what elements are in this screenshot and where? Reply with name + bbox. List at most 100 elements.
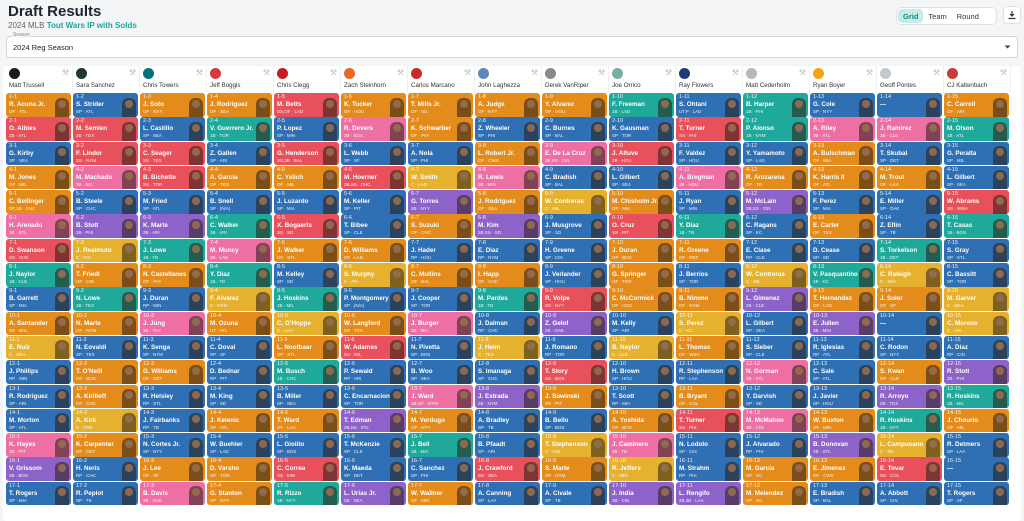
pick-card[interactable]: 12-14 S. Kwan OF · CLE <box>877 360 942 384</box>
pick-card[interactable]: 10-4 M. Ozuna UT · ATL <box>207 311 272 336</box>
pick-card[interactable]: 2-8 Z. Wheeler SP · PHI <box>475 117 540 141</box>
pick-card[interactable]: 11-2 N. Eovaldi SP · TEX <box>73 335 138 360</box>
pick-card[interactable]: 12-5 M. Busch 1B · CHC <box>274 360 339 384</box>
pick-card[interactable]: 8-1 J. Naylor 1B · CLE <box>6 263 71 287</box>
pick-card[interactable]: 14-6 T. Edman 2B,SS · STL <box>341 408 406 433</box>
pick-card[interactable]: 7-11 R. Greene OF · DET <box>676 238 741 263</box>
pick-card[interactable]: 9-11 B. Nimmo OF · NYM <box>676 287 741 311</box>
pick-card[interactable]: 13-9 J. Suwinski OF · PIT <box>542 384 607 409</box>
pick-card[interactable]: 13-5 B. Miller SP · SEA <box>274 384 339 409</box>
pick-card[interactable]: 11-13 R. Iglesias RP · ATL <box>810 335 875 360</box>
pick-card[interactable]: 14-8 A. Bradley SP · TB <box>475 408 540 433</box>
pick-card[interactable]: 1-12 B. Harper 1B · PHI <box>743 93 808 117</box>
pick-card[interactable]: 11-14 C. Rodon SP · NYY <box>877 335 942 360</box>
pick-card[interactable]: 8-5 M. Kelley SP · SD <box>274 263 339 287</box>
pick-card[interactable]: 11-4 C. Doval RP · SF <box>207 335 272 360</box>
pick-card[interactable]: 10-14— <box>877 311 942 336</box>
pick-card[interactable]: 15-12 J. Alvarado RP · PHI <box>743 433 808 457</box>
pick-card[interactable]: 6-13 E. Carter OF · TEX <box>810 214 875 238</box>
pick-card[interactable]: 4-10 L. Gilbert SP · SEA <box>609 165 674 190</box>
pick-card[interactable]: 5-14 E. Miller SP · OAK <box>877 190 942 214</box>
pick-card[interactable]: 16-13 E. Jimenez OF · CWS <box>810 457 875 481</box>
pick-card[interactable]: 17-4 G. Stanton OF · NYY <box>207 481 272 506</box>
pick-card[interactable]: 2-3 L. Castillo SP · SEA <box>140 117 205 141</box>
pick-card[interactable]: 13-13 J. Javier SP · HOU <box>810 384 875 409</box>
pick-card[interactable]: 14-14 R. Hoskins 1B · NYY <box>877 408 942 433</box>
pick-card[interactable]: 3-9 E. De La Cruz 3B,SS · CIN <box>542 141 607 166</box>
pick-card[interactable]: 16-8 J. Crawford SS · SEA <box>475 457 540 481</box>
pick-card[interactable]: 13-2 A. Kirilloff OF · CHC <box>73 384 138 409</box>
pick-card[interactable]: 15-5 L. Giolito SP · BOS <box>274 433 339 457</box>
pick-card[interactable]: 5-4 B. Snell SP · (N/A) <box>207 190 272 214</box>
pick-card[interactable]: 7-8 E. Diaz RP · NYM <box>475 238 540 263</box>
pick-card[interactable]: 14-5 T. Ward OF · LAA <box>274 408 339 433</box>
pick-card[interactable]: 16-14 E. Tovar SS · COL <box>877 457 942 481</box>
pick-card[interactable]: 5-2 B. Steele SP · CHC <box>73 190 138 214</box>
pick-card[interactable]: 5-11 J. Ryan SP · MIN <box>676 190 741 214</box>
pick-card[interactable]: 13-10 T. Scott RP · MIA <box>609 384 674 409</box>
pick-card[interactable]: 1-8 A. Judge OF · NYY <box>475 93 540 117</box>
download-button[interactable] <box>1003 6 1021 24</box>
pick-card[interactable]: 5-8 J. Rodriguez OF · SEA <box>475 190 540 214</box>
pick-card[interactable]: 3-13 A. Bulschman OF · MIA <box>810 141 875 166</box>
pick-card[interactable]: 1-11 S. Ohtani UT,P · LAD <box>676 93 741 117</box>
pick-card[interactable]: 3-6 L. Webb SP · SF <box>341 141 406 166</box>
pick-card[interactable]: 2-14 J. Ramirez 3B · CLE <box>877 117 942 141</box>
pick-card[interactable]: 9-9 R. Volpe SS · NYY <box>542 287 607 311</box>
pick-card[interactable]: 8-4 Y. Diaz 1B · TB <box>207 263 272 287</box>
pick-card[interactable]: 7-14 S. Torkelson 1B · DET <box>877 238 942 263</box>
pick-card[interactable]: 10-1 A. Santander OF · BAL <box>6 311 71 336</box>
pick-card[interactable]: 1-13 G. Cole SP · NYY <box>810 93 875 117</box>
pick-card[interactable]: 12-2 T. O'Neill OF · BOS <box>73 360 138 384</box>
pick-card[interactable]: 3-10 J. Altuve 2B · HOU <box>609 141 674 166</box>
team-header[interactable]: ⚒ Chris Towers <box>140 66 207 93</box>
pick-card[interactable]: 2-9 C. Burnes SP · BAL <box>542 117 607 141</box>
pick-card[interactable]: 17-5 R. Rizzo 1B · NYY <box>274 481 339 506</box>
subtitle-league[interactable]: Tout Wars IP with Solds <box>46 21 137 30</box>
pick-card[interactable]: 6-14 Z. Eflin SP · TB <box>877 214 942 238</box>
pick-card[interactable]: 12-11 R. Stephenson RP · LAA <box>676 360 741 384</box>
pick-card[interactable]: 17-3 B. Davis 3B · OAK <box>140 481 205 506</box>
pick-card[interactable]: 4-9 C. Bradish SP · BAL <box>542 165 607 190</box>
pick-card[interactable]: 4-6 M. Hoerner 2B,SS · CHC <box>341 165 406 190</box>
pick-card[interactable]: 7-1 D. Swanson SS · CHC <box>6 238 71 263</box>
pick-card[interactable]: 2-4 V. Guerrero Jr. 1B · TOR <box>207 117 272 141</box>
team-header[interactable]: ⚒ Carlos Marcano <box>408 66 475 93</box>
pick-card[interactable]: 13-11 B. Bryant OF · COL <box>676 384 741 409</box>
pick-card[interactable]: 3-2 F. Lindor SS · NYM <box>73 141 138 166</box>
pick-card[interactable]: 9-5 J. Hoskins 1B · MIL <box>274 287 339 311</box>
pick-card[interactable]: 16-1 V. Grissom 2B · BOS <box>6 457 71 481</box>
pick-card[interactable]: 12-3 G. Williams OF · DET <box>140 360 205 384</box>
pick-card[interactable]: 4-1 M. Jones OF · MIL <box>6 165 71 190</box>
pick-card[interactable]: 17-14 A. Abbott SP · CIN <box>877 481 942 506</box>
pick-card[interactable]: 16-15— <box>944 457 1009 481</box>
pick-card[interactable]: 2-13 A. Riley 3B · ATL <box>810 117 875 141</box>
pick-card[interactable]: 6-8 M. Kim 2B,SS · SD <box>475 214 540 238</box>
pick-card[interactable]: 3-11 F. Valdez SP · HOU <box>676 141 741 166</box>
view-team-button[interactable]: Team <box>928 11 947 21</box>
pick-card[interactable]: 15-15 R. Detmers SP · LAA <box>944 433 1009 457</box>
pick-card[interactable]: 5-9 W. Contreras C · MIL <box>542 190 607 214</box>
pick-card[interactable]: 15-3 N. Cortes Jr. SP · NYY <box>140 433 205 457</box>
pick-card[interactable]: 6-10 O. Cruz SS · PIT <box>609 214 674 238</box>
pick-card[interactable]: 3-5 G. Henderson SS,3B · BAL <box>274 141 339 166</box>
team-header[interactable]: ⚒ Zach Steinhorn <box>341 66 408 93</box>
pick-card[interactable]: 3-12 Y. Yamamoto SP · LAD <box>743 141 808 166</box>
pick-card[interactable]: 11-6 W. Adames SS · MIL <box>341 335 406 360</box>
pick-card[interactable]: 9-4 F. Alvarez C · NYM <box>207 287 272 311</box>
team-header[interactable]: ⚒ Matt Cederholm <box>743 66 810 93</box>
pick-card[interactable]: 9-2 N. Lowe 1B · TEX <box>73 287 138 311</box>
pick-card[interactable]: 17-13 E. Bradish SP · BAL <box>810 481 875 506</box>
pick-card[interactable]: 14-7 M. Verdugo OF · NYY <box>408 408 473 433</box>
team-header[interactable]: ⚒ Joe Orrico <box>609 66 676 93</box>
pick-card[interactable]: 15-10 J. Caminero 3B · TB <box>609 433 674 457</box>
pick-card[interactable]: 12-13 C. Sale SP · ATL <box>810 360 875 384</box>
pick-card[interactable]: 15-8 B. Pfaadt SP · ARI <box>475 433 540 457</box>
pick-card[interactable]: 17-9 A. Civale SP · TB <box>542 481 607 506</box>
pick-card[interactable]: 3-1 G. Kirby SP · SEA <box>6 141 71 166</box>
pick-card[interactable]: 1-4 J. Rodriguez OF · SEA <box>207 93 272 117</box>
pick-card[interactable]: 11-3 K. Senga SP · NYM <box>140 335 205 360</box>
pick-card[interactable]: 11-9 J. Romano RP · TOR <box>542 335 607 360</box>
pick-card[interactable]: 11-1 E. Ruiz C · SEA <box>6 335 71 360</box>
pick-card[interactable]: 9-12 L. Gimenez 2B · CLE <box>743 287 808 311</box>
